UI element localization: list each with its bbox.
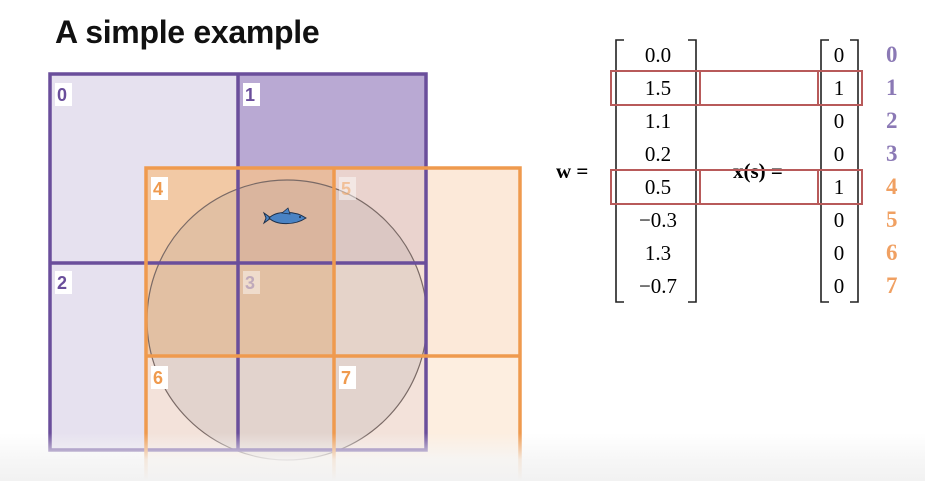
feature-index: 7 (886, 273, 898, 298)
x-value: 1 (834, 175, 845, 199)
highlight-row-1-feature (817, 70, 863, 106)
w-label: w = (556, 159, 588, 183)
w-value: 1.1 (645, 109, 671, 133)
tile-label-4: 4 (153, 179, 163, 199)
feature-index: 3 (886, 141, 898, 166)
x-value: 0 (834, 109, 845, 133)
tile-label-0: 0 (57, 85, 67, 105)
slide-title: A simple example (55, 14, 320, 50)
feature-index: 4 (886, 174, 898, 199)
x-value: 0 (834, 142, 845, 166)
feature-indices: 0 1 2 3 4 5 6 7 (886, 42, 898, 298)
highlight-row-1-weight (610, 70, 701, 106)
weight-vector-equation: w = 0.0 1.5 1.1 0.2 0.5 −0.3 1.3 −0.7 x(… (556, 39, 898, 303)
highlight-row-4-weight (610, 169, 701, 205)
x-value: 0 (834, 43, 845, 67)
tile-label-7: 7 (341, 368, 351, 388)
w-value: −0.7 (639, 274, 677, 298)
tile-label-2: 2 (57, 273, 67, 293)
orange-tiling-grid (144, 166, 522, 481)
feature-index: 6 (886, 240, 898, 265)
tile-label-3: 3 (245, 273, 255, 293)
w-values: 0.0 1.5 1.1 0.2 0.5 −0.3 1.3 −0.7 (639, 43, 677, 298)
tile-label-1: 1 (245, 85, 255, 105)
x-value: 0 (834, 241, 845, 265)
tile-label-6: 6 (153, 368, 163, 388)
feature-index: 1 (886, 75, 898, 100)
w-value: −0.3 (639, 208, 677, 232)
x-values: 0 1 0 0 1 0 0 0 (834, 43, 845, 298)
highlight-row-4-feature (817, 169, 863, 205)
tile-labels: 0 1 2 3 4 5 6 7 (55, 83, 356, 389)
fish-icon (262, 207, 307, 225)
feature-index: 5 (886, 207, 898, 232)
tile-label-5: 5 (341, 179, 351, 199)
w-value: 0.5 (645, 175, 671, 199)
feature-index: 0 (886, 42, 898, 67)
w-value: 0.2 (645, 142, 671, 166)
x-value: 1 (834, 76, 845, 100)
w-value: 0.0 (645, 43, 671, 67)
x-value: 0 (834, 208, 845, 232)
feature-index: 2 (886, 108, 898, 133)
x-value: 0 (834, 274, 845, 298)
w-value: 1.3 (645, 241, 671, 265)
w-value: 1.5 (645, 76, 671, 100)
